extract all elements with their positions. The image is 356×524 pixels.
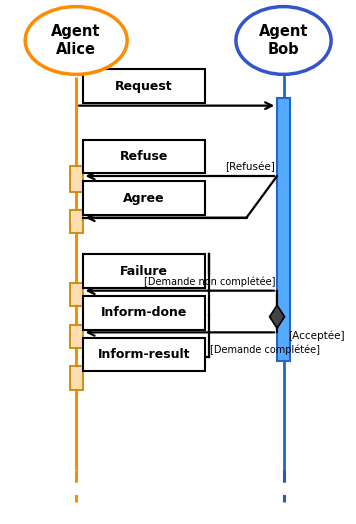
FancyBboxPatch shape	[277, 98, 290, 361]
Text: Inform-done: Inform-done	[101, 307, 187, 319]
Text: Failure: Failure	[120, 265, 168, 278]
Text: Inform-result: Inform-result	[98, 348, 190, 361]
FancyBboxPatch shape	[83, 181, 205, 215]
FancyBboxPatch shape	[70, 210, 83, 233]
FancyBboxPatch shape	[70, 324, 83, 348]
Polygon shape	[269, 305, 284, 328]
FancyBboxPatch shape	[70, 366, 83, 390]
FancyBboxPatch shape	[83, 139, 205, 173]
Ellipse shape	[236, 7, 331, 74]
Text: [Demande complétée]: [Demande complétée]	[210, 345, 320, 355]
FancyBboxPatch shape	[83, 337, 205, 372]
Text: Agent
Bob: Agent Bob	[259, 24, 308, 57]
Text: [Acceptée]: [Acceptée]	[288, 331, 345, 341]
FancyBboxPatch shape	[70, 283, 83, 307]
Text: Request: Request	[115, 80, 173, 93]
Text: Refuse: Refuse	[120, 150, 168, 163]
Text: [Refusée]: [Refusée]	[225, 162, 275, 172]
FancyBboxPatch shape	[83, 254, 205, 288]
Ellipse shape	[25, 7, 127, 74]
Text: Agree: Agree	[123, 192, 165, 205]
FancyBboxPatch shape	[70, 166, 83, 192]
Text: Agent
Alice: Agent Alice	[51, 24, 101, 57]
FancyBboxPatch shape	[83, 69, 205, 103]
Text: [Demande non complétée]: [Demande non complétée]	[144, 277, 275, 287]
FancyBboxPatch shape	[83, 296, 205, 330]
